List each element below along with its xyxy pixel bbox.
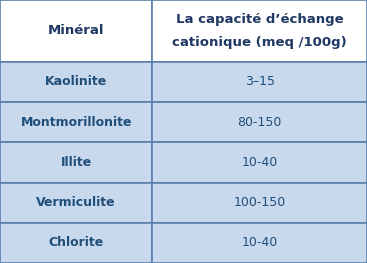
Bar [152, 223, 367, 263]
Bar [152, 62, 367, 102]
Text: Minéral: Minéral [48, 24, 104, 37]
Text: Illite: Illite [61, 156, 92, 169]
Text: 10-40: 10-40 [241, 156, 278, 169]
Bar [0, 62, 152, 102]
Text: Montmorillonite: Montmorillonite [21, 116, 132, 129]
Bar [152, 102, 367, 142]
Bar [0, 183, 152, 223]
Bar [0, 102, 152, 142]
Text: La capacité d’échange
cationique (meq /100g): La capacité d’échange cationique (meq /1… [172, 13, 347, 49]
Bar [0, 142, 152, 183]
Text: 10-40: 10-40 [241, 236, 278, 249]
Bar [152, 0, 367, 62]
Text: 100-150: 100-150 [233, 196, 286, 209]
Bar [152, 142, 367, 183]
Text: 80-150: 80-150 [237, 116, 282, 129]
Bar [0, 0, 152, 62]
Text: Vermiculite: Vermiculite [36, 196, 116, 209]
Bar [0, 223, 152, 263]
Text: 3–15: 3–15 [245, 75, 275, 88]
Text: Kaolinite: Kaolinite [45, 75, 107, 88]
Bar [152, 183, 367, 223]
Text: Chlorite: Chlorite [48, 236, 104, 249]
